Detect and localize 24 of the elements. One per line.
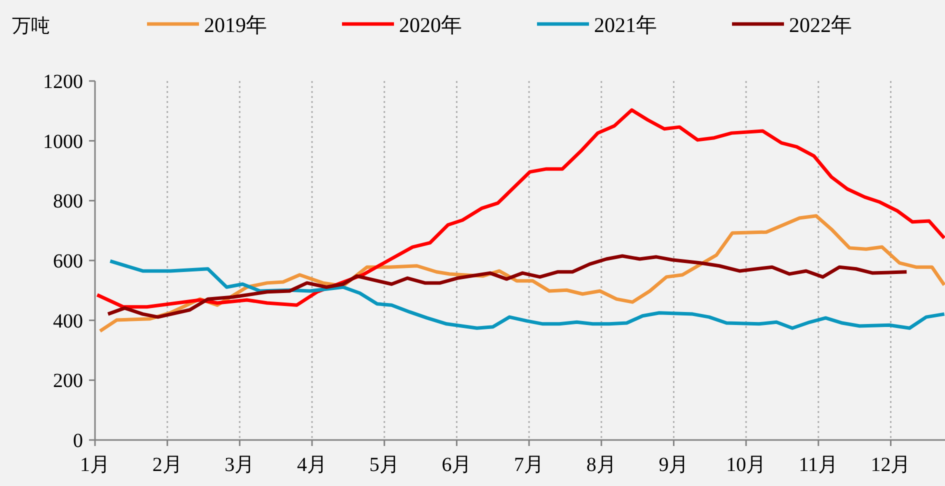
x-tick-label: 7月 [514, 454, 544, 476]
legend-label: 2021年 [594, 13, 657, 37]
x-tick-label: 9月 [658, 454, 689, 476]
legend-label: 2020年 [399, 13, 462, 37]
x-tick-label: 6月 [442, 454, 472, 476]
x-tick-label: 3月 [224, 454, 255, 476]
y-tick-label: 200 [53, 370, 83, 392]
y-tick-label: 800 [53, 190, 83, 213]
x-tick-label: 10月 [726, 454, 766, 476]
legend-label: 2019年 [204, 13, 267, 37]
x-tick-label: 2月 [152, 454, 182, 476]
x-tick-label: 12月 [870, 454, 911, 476]
x-tick-label: 4月 [297, 454, 328, 476]
x-tick-label: 5月 [369, 454, 400, 476]
y-axis-title: 万吨 [12, 15, 50, 37]
x-tick-label: 8月 [586, 454, 616, 476]
y-tick-label: 600 [53, 250, 83, 272]
legend-label: 2022年 [789, 13, 852, 37]
y-tick-label: 1200 [43, 71, 83, 93]
x-tick-label: 11月 [798, 454, 838, 476]
y-tick-label: 1000 [43, 130, 83, 153]
y-tick-label: 400 [53, 310, 83, 332]
y-tick-label: 0 [73, 430, 83, 452]
x-tick-label: 1月 [80, 454, 110, 476]
